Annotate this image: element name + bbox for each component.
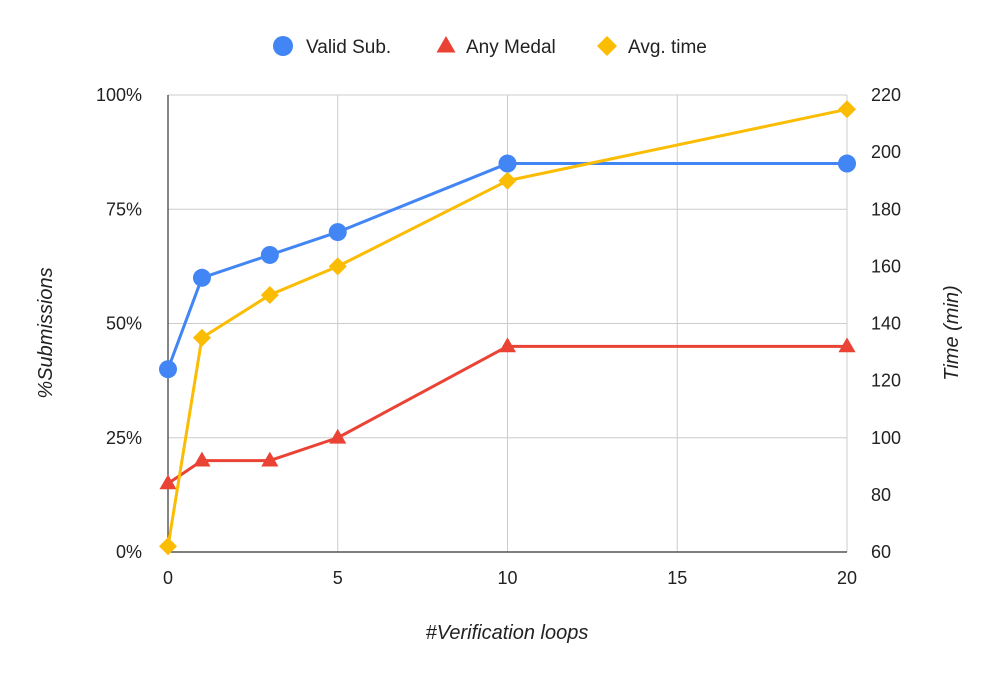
valid-sub-point	[838, 154, 856, 173]
any-medal-point	[193, 451, 211, 467]
valid-sub-point	[159, 360, 177, 379]
y-right-tick-label: 100	[871, 428, 901, 448]
avg-time-point	[159, 537, 177, 556]
legend-label-valid-sub: Valid Sub.	[306, 37, 391, 58]
valid-sub-line	[166, 162, 847, 370]
legend-label-avg-time: Avg. time	[628, 37, 707, 58]
any-medal-point	[329, 428, 347, 444]
y-right-tick-label: 200	[871, 142, 901, 162]
x-tick-label: 20	[837, 568, 857, 588]
y-right-tick-label: 60	[871, 542, 891, 562]
y-right-tick-label: 220	[871, 85, 901, 105]
x-axis-title: #Verification loops	[426, 622, 589, 644]
any-medal-point	[159, 474, 177, 490]
x-tick-label: 15	[667, 568, 687, 588]
avg-time-point	[192, 328, 211, 347]
y-right-axis-title: Time (min)	[941, 285, 963, 380]
y-left-tick-label: 0%	[116, 542, 142, 562]
y-right-tick-label: 180	[871, 199, 901, 219]
any-medal-point	[838, 337, 856, 353]
legend-label-any-medal: Any Medal	[466, 37, 556, 58]
legend-marker-any-medal	[436, 36, 456, 53]
avg-time-point	[838, 100, 856, 119]
x-tick-label: 5	[333, 568, 343, 588]
avg-time-point	[328, 257, 347, 276]
legend: Valid Sub. Any Medal Avg. time	[273, 36, 707, 58]
y-right-tick-label: 140	[871, 314, 901, 334]
x-tick-label: 10	[497, 568, 517, 588]
valid-sub-point	[192, 268, 211, 287]
y-left-tick-label: 25%	[106, 428, 142, 448]
valid-sub-point	[260, 245, 279, 264]
valid-sub-point	[328, 223, 347, 242]
y-left-tick-label: 50%	[106, 314, 142, 334]
legend-marker-valid-sub	[273, 36, 293, 56]
axes: 0% 25% 50% 75% 100% 0 5 10 15 20 60 80 100 120 140 160 1…	[96, 85, 901, 588]
y-left-tick-label: 75%	[106, 199, 142, 219]
y-right-tick-label: 80	[871, 485, 891, 505]
any-medal-point	[261, 451, 279, 467]
avg-time-point	[498, 171, 517, 190]
series-layer	[159, 100, 856, 556]
y-right-tick-label: 160	[871, 256, 901, 276]
legend-marker-avg-time	[597, 36, 617, 56]
y-right-tick-label: 120	[871, 371, 901, 391]
y-left-axis-title: %Submissions	[35, 267, 57, 398]
avg-time-point	[260, 285, 279, 304]
x-tick-label: 0	[163, 568, 173, 588]
y-left-tick-label: 100%	[96, 85, 142, 105]
avg-time-line	[166, 107, 848, 547]
any-medal-point	[498, 337, 517, 353]
valid-sub-point	[498, 154, 517, 173]
